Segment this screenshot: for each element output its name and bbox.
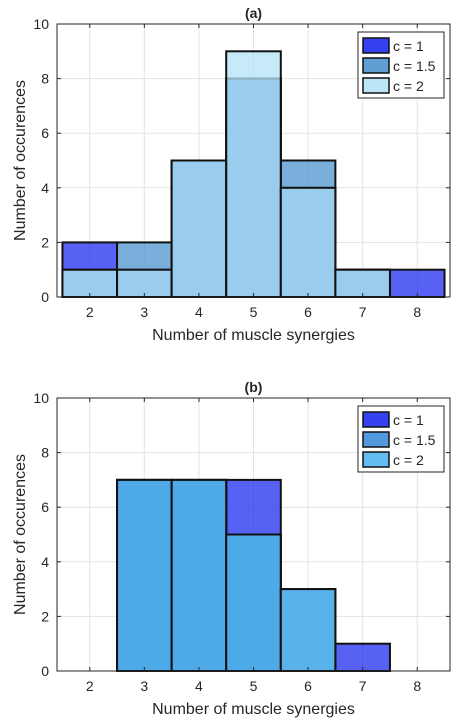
- x-axis-label: Number of muscle synergies: [152, 701, 355, 718]
- legend-label: c = 1: [393, 412, 424, 428]
- bar-c-1-8: [388, 268, 446, 299]
- chart-panel-a: 2 3 4 5 6 7 8 0 2 4 6 8 10 (a) Number of muscle synerg…: [12, 5, 451, 344]
- chart-title: (a): [245, 5, 262, 21]
- x-tick-label: 7: [359, 678, 367, 694]
- legend-swatch: [362, 411, 390, 428]
- x-tick-label: 7: [359, 304, 367, 320]
- bar-c-2-6: [279, 588, 337, 672]
- bar-c-2-4: [170, 159, 228, 298]
- y-tick-label: 8: [41, 445, 49, 461]
- legend-swatch: [362, 431, 390, 448]
- bar-c-2-2: [61, 268, 119, 299]
- legend-swatch: [362, 77, 390, 94]
- y-tick-label: 0: [41, 663, 49, 679]
- x-tick-label: 5: [250, 678, 258, 694]
- legend-label: c = 2: [393, 78, 424, 94]
- x-tick-label: 2: [86, 304, 94, 320]
- bar-c-2-5: [225, 533, 282, 672]
- bar-c-2-5: [225, 50, 282, 298]
- x-tick-label: 5: [250, 304, 258, 320]
- legend-label: c = 1.5: [393, 58, 436, 74]
- y-tick-label: 4: [41, 180, 49, 196]
- chart-panel-b: 2 3 4 5 6 7 8 0 2 4 6 8 10 (b) Number of muscle synerg…: [12, 379, 451, 718]
- y-tick-label: 0: [41, 289, 49, 305]
- y-tick-label: 2: [41, 608, 49, 624]
- y-tick-label: 10: [33, 16, 49, 32]
- y-tick-label: 4: [41, 554, 49, 570]
- bar-c-2-7: [334, 268, 391, 299]
- bar-c-2-3: [116, 478, 173, 672]
- x-tick-label: 4: [195, 678, 203, 694]
- y-tick-label: 6: [41, 499, 49, 515]
- x-tick-label: 4: [195, 304, 203, 320]
- legend-label: c = 2: [393, 452, 424, 468]
- legend-swatch: [362, 451, 390, 468]
- y-tick-label: 6: [41, 125, 49, 141]
- legend-swatch: [362, 37, 390, 54]
- legend-label: c = 1.5: [393, 432, 436, 448]
- x-tick-label: 8: [413, 304, 421, 320]
- y-tick-label: 10: [33, 390, 49, 406]
- y-tick-label: 8: [41, 71, 49, 87]
- legend-swatch: [362, 57, 390, 74]
- bar-c-1-7: [334, 642, 391, 673]
- chart-title: (b): [245, 379, 263, 395]
- bar-c-2-3: [116, 268, 173, 299]
- x-tick-label: 2: [86, 678, 94, 694]
- bar-c-2-4: [170, 478, 228, 672]
- y-axis-label: Number of occurences: [12, 454, 29, 615]
- bar-c-2-6: [279, 186, 337, 298]
- legend-label: c = 1: [393, 38, 424, 54]
- y-tick-label: 2: [41, 234, 49, 250]
- x-tick-label: 6: [304, 678, 312, 694]
- x-tick-label: 8: [413, 678, 421, 694]
- x-axis-label: Number of muscle synergies: [152, 327, 355, 344]
- x-tick-label: 3: [140, 304, 148, 320]
- y-axis-label: Number of occurences: [12, 80, 29, 241]
- x-tick-label: 3: [140, 678, 148, 694]
- x-tick-label: 6: [304, 304, 312, 320]
